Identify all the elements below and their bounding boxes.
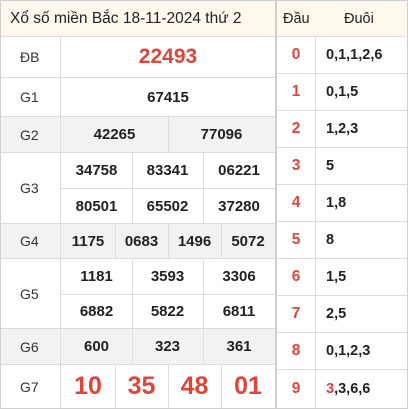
prize-number: 1175 xyxy=(71,232,105,250)
results-title: Xổ số miền Bắc 18-11-2024 thứ 2 xyxy=(1,1,275,37)
prize-label: G4 xyxy=(1,224,61,258)
loto-tails: 1,2,3 xyxy=(326,121,359,137)
loto-row: 1 0,1,5 xyxy=(277,74,407,111)
prize-row-g6: G6 600 323 361 xyxy=(1,329,275,365)
prize-row-g5: G5 1181 3593 3306 6882 5822 6811 xyxy=(1,259,275,329)
prize-label: G5 xyxy=(1,259,61,328)
prize-number: 600 xyxy=(83,338,110,355)
prize-row-g4: G4 1175 0683 1496 5072 xyxy=(1,224,275,259)
loto-row: 8 0,1,2,3 xyxy=(277,333,407,370)
prize-label: G7 xyxy=(1,365,61,408)
prize-label: G6 xyxy=(1,329,61,364)
prize-number: 77096 xyxy=(200,126,243,143)
prize-number: 0683 xyxy=(124,232,159,250)
loto-row: 5 8 xyxy=(277,222,407,259)
prize-number: 48 xyxy=(180,372,209,400)
prize-number: 06221 xyxy=(218,162,260,179)
prize-row-g3: G3 34758 83341 06221 80501 65502 37280 xyxy=(1,153,275,224)
prize-number: 5822 xyxy=(150,303,185,320)
tail-column-label: Đuôi xyxy=(344,10,374,27)
prize-number: 65502 xyxy=(146,197,189,215)
loto-tails: 5 xyxy=(326,158,335,174)
results-table: Xổ số miền Bắc 18-11-2024 thứ 2 ĐB 22493… xyxy=(1,1,277,408)
loto-header: Đầu Đuôi xyxy=(277,1,407,37)
loto-head: 2 xyxy=(277,111,316,147)
prize-label: ĐB xyxy=(1,37,61,77)
loto-head: 8 xyxy=(277,333,316,369)
loto-head: 1 xyxy=(277,74,316,110)
loto-row: 7 2,5 xyxy=(277,296,407,333)
loto-table: Đầu Đuôi 0 0,1,1,2,6 1 0,1,5 2 1,2,3 3 5… xyxy=(277,1,407,408)
prize-label: G1 xyxy=(1,78,61,116)
prize-number: 361 xyxy=(226,338,252,355)
prize-number: 37280 xyxy=(218,197,260,215)
loto-head: 6 xyxy=(277,259,316,295)
loto-head: 3 xyxy=(277,148,316,184)
prize-row-g1: G1 67415 xyxy=(1,78,275,117)
prize-number: 1181 xyxy=(80,268,113,285)
prize-row-g7: G7 10 35 48 01 xyxy=(1,365,275,408)
prize-number: 34758 xyxy=(75,162,118,179)
loto-head: 0 xyxy=(277,37,316,73)
loto-row: 9 3,3,6,6 xyxy=(277,370,407,408)
prize-row-g2: G2 42265 77096 xyxy=(1,117,275,153)
loto-row: 0 0,1,1,2,6 xyxy=(277,37,407,74)
prize-number: 6882 xyxy=(79,303,114,320)
loto-tail-highlight: 3 xyxy=(326,381,335,397)
loto-tails: 0,1,1,2,6 xyxy=(326,47,383,63)
loto-tails: 3,3,6,6 xyxy=(326,370,370,408)
loto-tails: 2,5 xyxy=(326,306,347,322)
prize-number: 35 xyxy=(127,372,156,400)
loto-tails: 8 xyxy=(326,232,335,248)
loto-tails: 1,8 xyxy=(326,195,347,211)
prize-number: 1496 xyxy=(177,232,212,250)
prize-label: G2 xyxy=(1,117,61,152)
loto-head: 5 xyxy=(277,222,316,258)
prize-number: 6811 xyxy=(222,303,256,320)
special-prize-number: 22493 xyxy=(138,45,198,68)
loto-row: 4 1,8 xyxy=(277,185,407,222)
loto-tails: 1,5 xyxy=(326,269,347,285)
prize-number: 80501 xyxy=(75,197,118,215)
prize-number: 67415 xyxy=(147,88,189,106)
loto-tails: 0,1,5 xyxy=(326,84,359,100)
loto-head: 4 xyxy=(277,185,316,221)
loto-row: 6 1,5 xyxy=(277,259,407,296)
prize-number: 3306 xyxy=(222,268,256,285)
loto-row: 3 5 xyxy=(277,148,407,185)
prize-number: 3593 xyxy=(150,268,185,285)
prize-label: G3 xyxy=(1,153,61,223)
prize-number: 10 xyxy=(74,372,102,400)
prize-number: 42265 xyxy=(93,126,136,143)
prize-number: 5072 xyxy=(231,232,265,250)
prize-number: 83341 xyxy=(146,162,189,179)
head-column-label: Đầu xyxy=(283,10,310,27)
loto-head: 7 xyxy=(277,296,316,332)
prize-row-db: ĐB 22493 xyxy=(1,37,275,78)
prize-number: 323 xyxy=(154,338,181,355)
loto-row: 2 1,2,3 xyxy=(277,111,407,148)
loto-tails: 0,1,2,3 xyxy=(326,343,371,359)
loto-head: 9 xyxy=(277,370,316,408)
prize-number: 01 xyxy=(234,372,262,400)
loto-tail-rest: ,3,6,6 xyxy=(334,381,371,397)
